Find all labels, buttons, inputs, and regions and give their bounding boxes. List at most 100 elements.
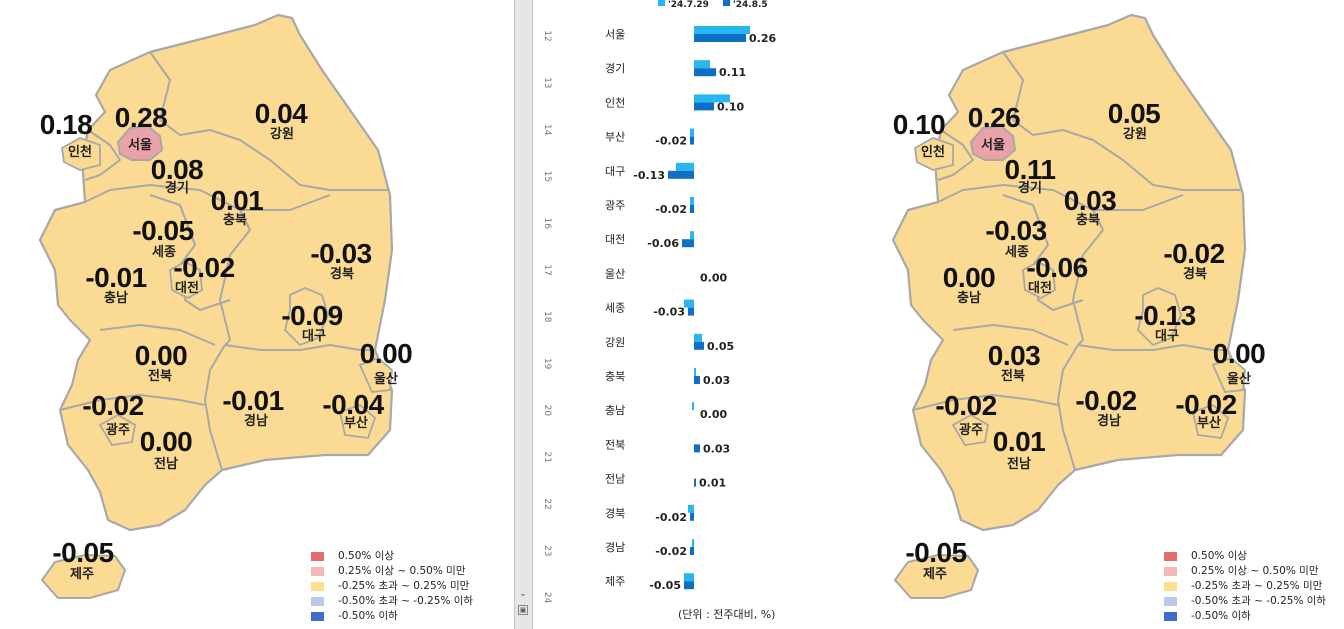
legend-swatch <box>1164 567 1177 576</box>
data-label: -0.02 <box>655 203 687 216</box>
jeju-island <box>40 553 127 599</box>
busan-area <box>338 403 377 439</box>
value-incheon: 0.10 <box>892 109 946 140</box>
category-label: 충북 <box>605 370 625 383</box>
label-gyeongbuk: 경북 <box>1183 267 1207 282</box>
row-number: 16 <box>542 217 552 229</box>
label-sejong: 세종 <box>1005 245 1029 260</box>
legend-label: -0.50% 초과 ~ -0.25% 이하 <box>1191 595 1327 607</box>
value-gangwon: 0.05 <box>1107 98 1161 129</box>
label-busan: 부산 <box>344 416 368 431</box>
legend-item: -0.50% 초과 ~ -0.25% 이하 <box>1164 594 1326 609</box>
value-jeju: -0.05 <box>52 537 114 568</box>
chart-legend: '24.7.29 '24.8.5 <box>658 0 768 10</box>
legend-prev-label: '24.7.29 <box>668 0 709 10</box>
bar-prev-week <box>694 94 730 103</box>
value-busan: -0.02 <box>1175 389 1237 420</box>
label-incheon: 인천 <box>921 145 945 160</box>
jeju-island <box>893 553 980 599</box>
category-label: 광주 <box>605 199 625 212</box>
legend-swatch <box>311 597 324 606</box>
left-korea-map <box>38 13 394 599</box>
label-incheon: 인천 <box>68 145 92 160</box>
data-label: 0.01 <box>699 477 726 490</box>
value-gwangju: -0.02 <box>935 390 997 421</box>
value-daejeon: -0.06 <box>1026 252 1088 283</box>
busan-area <box>1191 403 1230 439</box>
category-label: 대전 <box>605 233 625 246</box>
row-number: 15 <box>542 171 552 182</box>
value-chungbuk: 0.03 <box>1063 185 1117 216</box>
bar-prev-week <box>694 26 750 34</box>
legend-item: -0.50% 초과 ~ -0.25% 이하 <box>311 594 473 609</box>
right-legend: 0.50% 이상 0.25% 이상 ~ 0.50% 미만 -0.25% 초과 ~… <box>1164 549 1326 624</box>
legend-swatch <box>1164 612 1177 621</box>
label-seoul: 서울 <box>981 138 1005 153</box>
category-label: 대구 <box>605 165 625 178</box>
value-gyeongbuk: -0.03 <box>310 238 372 269</box>
label-busan: 부산 <box>1197 416 1221 431</box>
category-label: 울산 <box>605 267 625 280</box>
pane-splitter[interactable]: ⌄ ▣ <box>514 0 533 629</box>
bar-curr-week <box>690 136 694 145</box>
data-label: -0.02 <box>655 511 687 524</box>
label-chungnam: 충남 <box>104 291 128 306</box>
bar-curr-week <box>688 307 694 316</box>
bar-curr-week <box>694 444 700 453</box>
label-sejong: 세종 <box>152 245 176 260</box>
value-ulsan: 0.00 <box>1212 338 1266 369</box>
bar-curr-week <box>694 68 716 77</box>
gwangju-area <box>98 413 136 446</box>
category-label: 인천 <box>605 95 625 109</box>
bars <box>668 26 750 590</box>
scroll-down-icon[interactable]: ⌄ <box>519 589 527 599</box>
legend-item: 0.25% 이상 ~ 0.50% 미만 <box>1164 564 1326 579</box>
legend-item: -0.50% 이하 <box>1164 609 1326 624</box>
data-label: -0.13 <box>633 169 665 182</box>
legend-label: -0.50% 이하 <box>1191 610 1251 622</box>
value-gyeonggi: 0.11 <box>1004 154 1056 185</box>
data-label: -0.02 <box>655 545 687 558</box>
row-number: 23 <box>542 545 552 556</box>
data-label: 0.03 <box>703 374 730 387</box>
category-label: 강원 <box>605 336 625 349</box>
legend-swatch <box>1164 582 1177 591</box>
split-view-icon[interactable]: ▣ <box>518 605 528 615</box>
value-daegu: -0.13 <box>1134 300 1196 331</box>
category-label: 충남 <box>605 404 625 417</box>
bar-curr-week <box>694 376 700 384</box>
bar-prev-week <box>690 128 694 137</box>
gwangju-area <box>951 413 989 446</box>
label-gangwon: 강원 <box>1123 127 1147 142</box>
category-label: 부산 <box>605 131 625 144</box>
value-jeonnam: 0.00 <box>139 426 193 457</box>
bar-curr-week <box>682 239 694 248</box>
category-label: 경기 <box>605 62 625 75</box>
bar-curr-week <box>694 478 696 487</box>
seoul-area <box>116 124 164 161</box>
daejeon-area <box>1022 260 1056 300</box>
value-chungbuk: 0.01 <box>210 185 264 216</box>
category-label: 전북 <box>605 438 625 451</box>
value-chungnam: 0.00 <box>942 262 996 293</box>
legend-item: 0.25% 이상 ~ 0.50% 미만 <box>311 564 473 579</box>
label-gyeongbuk: 경북 <box>330 267 354 282</box>
data-label: 0.26 <box>749 32 776 45</box>
value-sejong: -0.05 <box>132 215 194 246</box>
label-jeonnam: 전남 <box>154 457 178 472</box>
label-gangwon: 강원 <box>270 127 294 142</box>
value-chungnam: -0.01 <box>85 262 147 293</box>
bar-prev-week <box>694 368 696 376</box>
left-legend: 0.50% 이상 0.25% 이상 ~ 0.50% 미만 -0.25% 초과 ~… <box>311 549 473 624</box>
category-label: 경북 <box>605 507 625 520</box>
bar-prev-week <box>692 402 694 411</box>
value-jeonbuk: 0.03 <box>987 340 1041 371</box>
data-label: -0.03 <box>653 306 685 319</box>
label-gwangju: 광주 <box>959 423 983 438</box>
bar-curr-week <box>690 205 694 213</box>
row-number: 17 <box>542 264 552 275</box>
row-number: 19 <box>542 358 552 370</box>
label-jeju: 제주 <box>923 567 947 582</box>
row-number: 13 <box>542 77 552 88</box>
label-jeonbuk: 전북 <box>1001 369 1025 384</box>
